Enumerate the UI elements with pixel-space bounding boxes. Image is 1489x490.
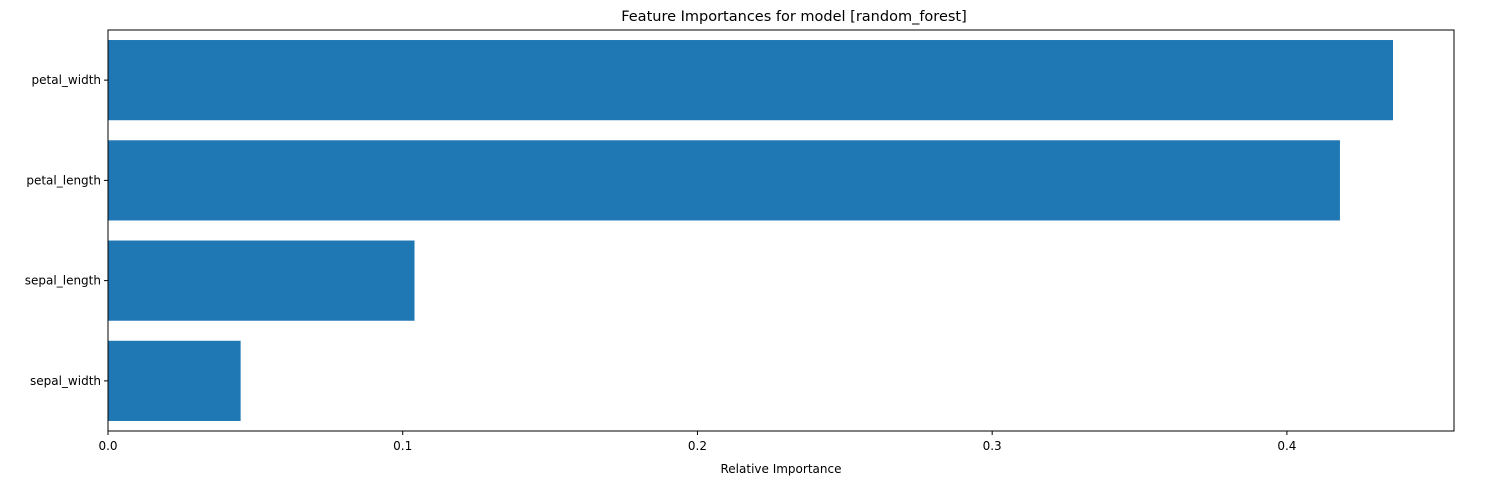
y-tick-label: petal_length	[26, 173, 101, 187]
x-tick-label: 0.1	[393, 439, 412, 453]
plot-frame	[107, 29, 1455, 432]
y-tick-label: sepal_width	[30, 374, 101, 388]
chart-title: Feature Importances for model [random_fo…	[621, 9, 967, 25]
y-tick-label: sepal_length	[25, 274, 101, 288]
x-tick-label: 0.3	[983, 439, 1002, 453]
x-tick-label: 0.4	[1277, 439, 1296, 453]
x-tick-label: 0.2	[688, 439, 707, 453]
bar-sepal-length	[108, 240, 415, 321]
bars-layer	[108, 40, 1393, 421]
bar-petal-length	[108, 140, 1340, 221]
x-tick-label: 0.0	[98, 439, 117, 453]
x-axis-label: Relative Importance	[721, 462, 842, 476]
bar-sepal-width	[108, 340, 241, 421]
bar-petal-width	[108, 40, 1393, 121]
ticks-layer: petal_width petal_length sepal_lengthsepal…	[25, 73, 1297, 453]
y-tick-label: petal_width	[32, 73, 101, 87]
